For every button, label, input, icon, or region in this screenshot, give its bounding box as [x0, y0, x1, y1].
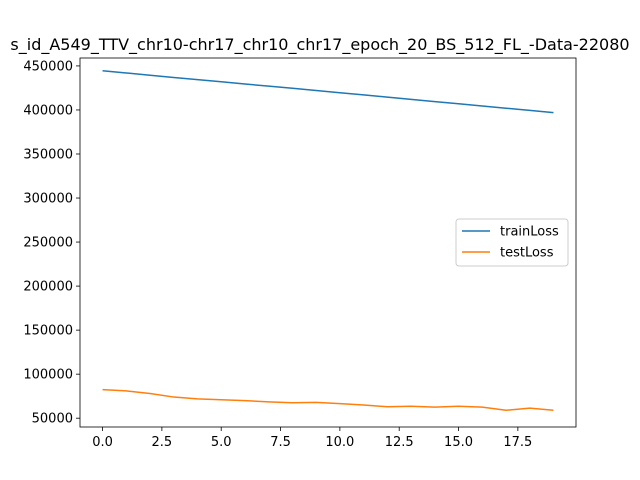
y-tick-label: 200000	[23, 280, 73, 295]
series-layer	[102, 70, 554, 412]
y-tick-label: 450000	[23, 59, 73, 74]
y-tick-label: 50000	[32, 412, 73, 427]
x-tick-label: 0.0	[92, 435, 113, 450]
plot-frame	[79, 57, 577, 428]
x-tick-label: 12.5	[385, 435, 414, 450]
x-tick-label: 15.0	[444, 435, 473, 450]
y-tick-label: 100000	[23, 368, 73, 383]
legend-label-trainLoss: trainLoss	[500, 225, 559, 240]
y-tick-label: 250000	[23, 236, 73, 251]
x-tick-label: 7.5	[270, 435, 291, 450]
legend-label-testLoss: testLoss	[500, 246, 554, 261]
y-tick-label: 400000	[23, 103, 73, 118]
x-tick-label: 10.0	[325, 435, 354, 450]
y-tick-label: 150000	[23, 324, 73, 339]
x-tick-label: 5.0	[211, 435, 232, 450]
series-line-testLoss	[102, 388, 554, 412]
x-tick-label: 17.5	[503, 435, 532, 450]
chart-title: s_id_A549_TTV_chr10-chr17_chr10_chr17_ep…	[10, 35, 629, 55]
axes-layer: 0.0 2.5 5.0 7.5 10.0 12.5 15.0 17.5 50000 100000 1…	[23, 57, 577, 450]
y-tick-label: 350000	[23, 147, 73, 162]
series-line-trainLoss	[102, 70, 554, 114]
x-tick-label: 2.5	[152, 435, 173, 450]
legend: trainLoss testLoss	[455, 218, 569, 267]
y-tick-label: 300000	[23, 192, 73, 207]
